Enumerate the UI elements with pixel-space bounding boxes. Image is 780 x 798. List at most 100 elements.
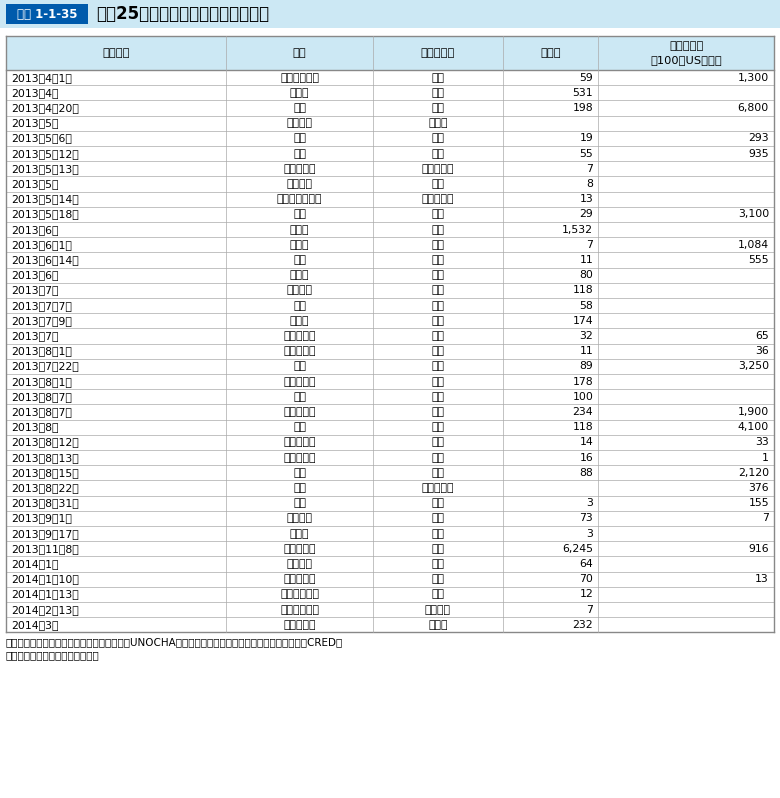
Text: 洪水: 洪水 xyxy=(431,286,445,295)
Bar xyxy=(6,389,774,405)
Text: 干ばつ: 干ばつ xyxy=(428,118,448,128)
Text: 洪水: 洪水 xyxy=(431,392,445,402)
Text: 洪水: 洪水 xyxy=(431,224,445,235)
Text: 178: 178 xyxy=(573,377,594,386)
Text: 洪水: 洪水 xyxy=(431,240,445,250)
Text: インドネシア: インドネシア xyxy=(280,605,319,614)
Bar xyxy=(6,4,88,24)
Bar xyxy=(6,298,774,313)
Text: 7: 7 xyxy=(587,164,594,174)
Text: 中国: 中国 xyxy=(293,361,306,371)
Text: スーダン: スーダン xyxy=(286,513,313,523)
Text: 台風: 台風 xyxy=(431,468,445,478)
Text: 2,120: 2,120 xyxy=(738,468,769,478)
Text: 33: 33 xyxy=(755,437,769,448)
Text: 65: 65 xyxy=(755,331,769,341)
Text: 2013年5月13日: 2013年5月13日 xyxy=(11,164,79,174)
Text: 出典：各国政府、国連人道問題調整事務所（UNOCHA）、ルーベンカトリック大学災害疫学研究所（CRED）: 出典：各国政府、国連人道問題調整事務所（UNOCHA）、ルーベンカトリック大学災… xyxy=(6,638,343,647)
Text: 1: 1 xyxy=(762,452,769,463)
Text: 8: 8 xyxy=(587,179,594,189)
Text: 16: 16 xyxy=(580,452,594,463)
Text: 232: 232 xyxy=(573,620,594,630)
Text: 2013年5月6日: 2013年5月6日 xyxy=(11,133,72,144)
Text: スリランカ: スリランカ xyxy=(283,164,316,174)
Text: ニジェール: ニジェール xyxy=(283,331,316,341)
Bar xyxy=(6,556,774,571)
Text: 洪水: 洪水 xyxy=(431,179,445,189)
Text: 2014年1月10日: 2014年1月10日 xyxy=(11,575,79,584)
Bar xyxy=(6,131,774,146)
Text: 2013年8月: 2013年8月 xyxy=(11,422,58,433)
Bar xyxy=(6,496,774,511)
Text: 2013年8月31日: 2013年8月31日 xyxy=(11,498,79,508)
Text: ラオス: ラオス xyxy=(290,528,310,539)
Text: 73: 73 xyxy=(580,513,594,523)
Text: 洪水: 洪水 xyxy=(431,528,445,539)
Text: 地震: 地震 xyxy=(431,361,445,371)
Text: 29: 29 xyxy=(580,209,594,219)
Text: 198: 198 xyxy=(573,103,594,113)
Text: インド: インド xyxy=(290,271,310,280)
Text: 中国: 中国 xyxy=(293,468,306,478)
Bar xyxy=(6,207,774,222)
Text: 6,245: 6,245 xyxy=(562,543,594,554)
Text: 洪水: 洪水 xyxy=(431,301,445,310)
Bar xyxy=(6,282,774,298)
Text: 89: 89 xyxy=(580,361,594,371)
Text: 2014年2月13日: 2014年2月13日 xyxy=(11,605,79,614)
Text: 2013年8月7日: 2013年8月7日 xyxy=(11,407,72,417)
Text: 竜巻: 竜巻 xyxy=(431,209,445,219)
Text: 2013年7月9日: 2013年7月9日 xyxy=(11,316,72,326)
Text: 洪水: 洪水 xyxy=(431,133,445,144)
Text: 発生時期: 発生時期 xyxy=(102,48,129,58)
Text: 2013年8月7日: 2013年8月7日 xyxy=(11,392,72,402)
Text: 100: 100 xyxy=(573,392,594,402)
Bar xyxy=(6,511,774,526)
Text: 80: 80 xyxy=(580,271,594,280)
Text: 3,100: 3,100 xyxy=(738,209,769,219)
Text: 台風: 台風 xyxy=(431,543,445,554)
Text: 中国: 中国 xyxy=(293,255,306,265)
Text: 洪水: 洪水 xyxy=(431,255,445,265)
Text: 干ばつ: 干ばつ xyxy=(428,620,448,630)
Text: 293: 293 xyxy=(748,133,769,144)
Text: 555: 555 xyxy=(748,255,769,265)
Text: 7: 7 xyxy=(587,240,594,250)
Text: 11: 11 xyxy=(580,255,594,265)
Bar xyxy=(6,435,774,450)
Text: 70: 70 xyxy=(580,575,594,584)
Text: 3,250: 3,250 xyxy=(738,361,769,371)
Bar xyxy=(6,359,774,374)
Text: 国名: 国名 xyxy=(292,48,307,58)
Text: 洪水: 洪水 xyxy=(431,575,445,584)
Text: 洪水: 洪水 xyxy=(431,73,445,83)
Text: 2014年1月: 2014年1月 xyxy=(11,559,58,569)
Bar xyxy=(6,192,774,207)
Text: 4,100: 4,100 xyxy=(738,422,769,433)
Text: 32: 32 xyxy=(580,331,594,341)
Text: 中国: 中国 xyxy=(293,133,306,144)
Text: ボリビア: ボリビア xyxy=(286,559,313,569)
Text: フィリピン: フィリピン xyxy=(283,543,316,554)
Text: 2014年3月: 2014年3月 xyxy=(11,620,58,630)
Text: 洪水: 洪水 xyxy=(431,559,445,569)
Text: 3: 3 xyxy=(587,498,594,508)
Text: 1,532: 1,532 xyxy=(562,224,594,235)
Text: 洪水: 洪水 xyxy=(431,316,445,326)
Text: 熱波: 熱波 xyxy=(431,88,445,98)
Text: 洪水: 洪水 xyxy=(431,513,445,523)
Text: 2013年5月14日: 2013年5月14日 xyxy=(11,194,79,204)
Text: 2013年7月: 2013年7月 xyxy=(11,286,58,295)
Bar xyxy=(6,526,774,541)
Text: 2013年4月: 2013年4月 xyxy=(11,88,58,98)
Text: 台風: 台風 xyxy=(431,437,445,448)
Text: 洪水: 洪水 xyxy=(431,452,445,463)
Bar xyxy=(6,571,774,587)
Text: 935: 935 xyxy=(748,148,769,159)
Text: 2013年8月1日: 2013年8月1日 xyxy=(11,346,72,356)
Text: 洪水: 洪水 xyxy=(431,590,445,599)
Bar xyxy=(0,0,780,28)
Text: セネガル: セネガル xyxy=(286,179,313,189)
Text: 中国: 中国 xyxy=(293,103,306,113)
Bar xyxy=(6,252,774,267)
